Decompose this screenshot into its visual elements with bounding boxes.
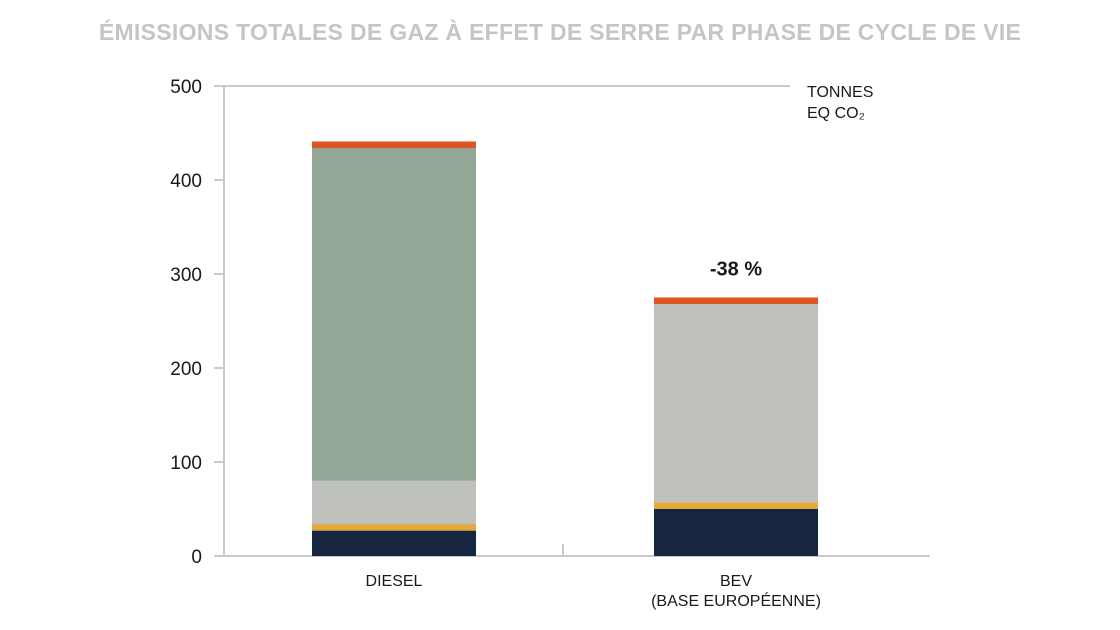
bar-segment [312, 141, 476, 149]
chart-bars [312, 141, 818, 556]
chart-labels: DIESEL BEV(BASE EUROPÉENNE) TONNES EQ CO₂ -3… [366, 84, 874, 610]
y-tick-label: 0 [191, 547, 202, 568]
chart-title: ÉMISSIONS TOTALES DE GAZ À EFFET DE SERR… [99, 18, 1021, 45]
y-tick-label: 300 [170, 265, 202, 286]
y-tick-label: 500 [170, 77, 202, 98]
y-tick-label: 100 [170, 453, 202, 474]
y-tick-label: 400 [170, 171, 202, 192]
reduction-annotation: -38 % [710, 259, 762, 281]
bar-segment [312, 530, 476, 556]
bar-segment [312, 148, 476, 481]
x-category-label: BEV [720, 573, 752, 590]
bar-segment [312, 480, 476, 525]
bar-segment [654, 502, 818, 509]
y-tick-label: 200 [170, 359, 202, 380]
bar-segment [654, 304, 818, 503]
x-category-label: DIESEL [366, 573, 423, 590]
bar-segment [312, 524, 476, 531]
x-category-label: (BASE EUROPÉENNE) [651, 591, 821, 610]
bar-segment [654, 509, 818, 556]
unit-label: TONNES [807, 84, 873, 101]
unit-label: EQ CO₂ [807, 105, 865, 122]
bar-segment [654, 297, 818, 305]
